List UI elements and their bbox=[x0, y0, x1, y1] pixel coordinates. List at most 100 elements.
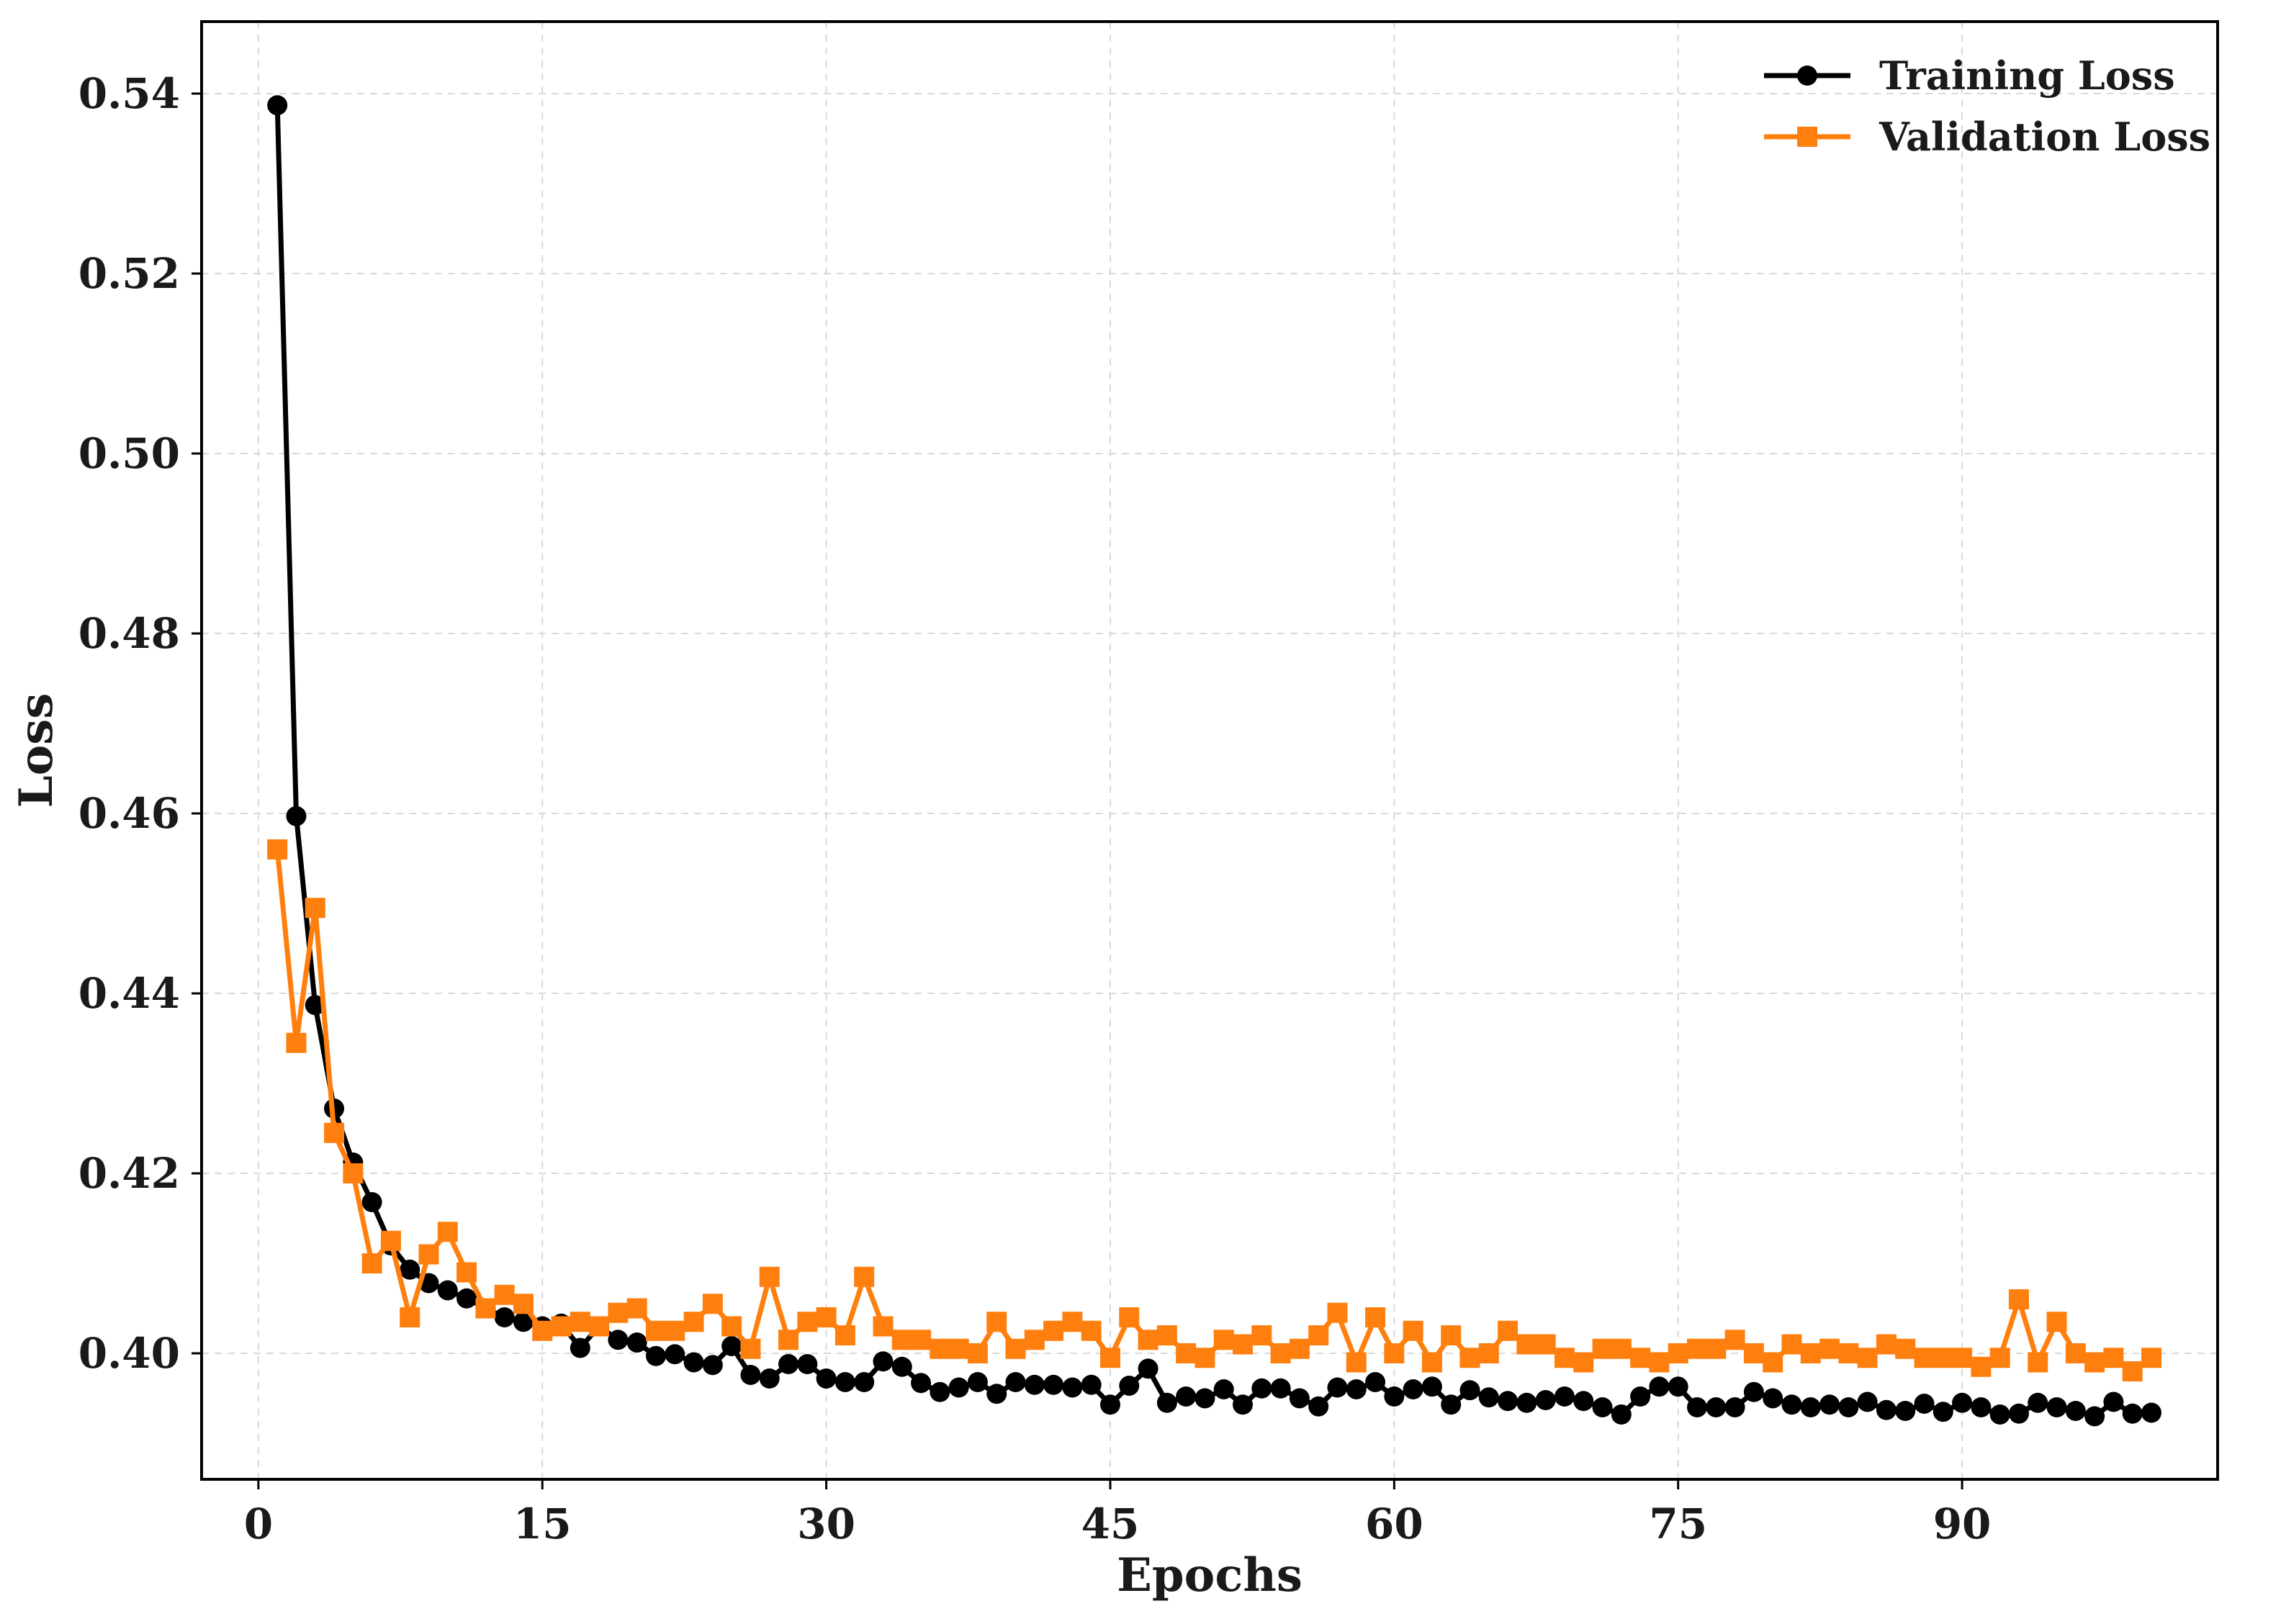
data-point bbox=[1176, 1386, 1197, 1407]
data-point bbox=[1251, 1378, 1272, 1399]
data-point bbox=[1895, 1401, 1916, 1421]
legend-entry-training: Training Loss bbox=[1764, 53, 2175, 99]
data-point bbox=[1233, 1394, 1254, 1415]
data-point bbox=[286, 806, 307, 826]
data-point bbox=[1005, 1338, 1026, 1359]
data-point bbox=[1743, 1381, 1764, 1402]
data-point bbox=[911, 1330, 932, 1350]
data-point bbox=[1365, 1372, 1386, 1392]
data-point bbox=[1384, 1386, 1405, 1407]
data-point bbox=[1800, 1397, 1821, 1417]
data-point bbox=[1043, 1374, 1064, 1395]
data-point bbox=[891, 1330, 912, 1350]
data-point bbox=[683, 1352, 704, 1373]
data-point bbox=[797, 1312, 818, 1332]
data-point bbox=[1024, 1374, 1045, 1395]
grid bbox=[202, 22, 2218, 1479]
data-point bbox=[1914, 1394, 1935, 1414]
data-point bbox=[494, 1284, 515, 1305]
data-point bbox=[1498, 1391, 1519, 1412]
data-point bbox=[608, 1302, 629, 1323]
data-point bbox=[1611, 1404, 1632, 1425]
data-point bbox=[1952, 1392, 1973, 1413]
data-point bbox=[286, 1032, 307, 1053]
data-point bbox=[1156, 1325, 1177, 1345]
plot-frame bbox=[200, 20, 2219, 1481]
data-point bbox=[948, 1377, 969, 1398]
data-point bbox=[1062, 1377, 1083, 1398]
data-point bbox=[1459, 1348, 1480, 1368]
data-point bbox=[456, 1288, 477, 1309]
data-point bbox=[380, 1230, 401, 1251]
data-point bbox=[1195, 1348, 1215, 1368]
data-point bbox=[1763, 1388, 1783, 1409]
data-point bbox=[1213, 1330, 1234, 1350]
data-point bbox=[1649, 1376, 1670, 1397]
data-point bbox=[645, 1345, 666, 1366]
data-point bbox=[702, 1355, 723, 1376]
data-point bbox=[891, 1356, 912, 1377]
data-point bbox=[911, 1373, 932, 1394]
data-point bbox=[778, 1330, 799, 1350]
data-point bbox=[1724, 1330, 1745, 1350]
data-point bbox=[1119, 1307, 1140, 1327]
data-point bbox=[721, 1336, 742, 1356]
data-point bbox=[1933, 1402, 1953, 1422]
data-point bbox=[1233, 1334, 1254, 1355]
data-point bbox=[494, 1307, 515, 1327]
data-point bbox=[324, 1122, 345, 1143]
data-point bbox=[1819, 1394, 1840, 1415]
y-tick-label: 0.50 bbox=[78, 429, 180, 478]
data-point bbox=[2103, 1348, 2124, 1368]
data-point bbox=[1706, 1397, 1727, 1417]
x-tick-label: 30 bbox=[797, 1499, 855, 1548]
data-point bbox=[361, 1192, 382, 1212]
data-point bbox=[570, 1337, 590, 1358]
legend-entry-validation: Validation Loss bbox=[1764, 114, 2210, 160]
data-point bbox=[2122, 1403, 2143, 1424]
series-layer bbox=[267, 95, 2161, 1427]
data-point bbox=[1346, 1379, 1367, 1399]
data-point bbox=[513, 1294, 534, 1314]
data-point bbox=[1327, 1302, 1348, 1323]
data-point bbox=[1971, 1397, 1992, 1417]
data-point bbox=[1668, 1376, 1688, 1397]
data-point bbox=[816, 1307, 837, 1327]
data-point bbox=[1763, 1352, 1783, 1373]
data-point bbox=[1971, 1356, 1992, 1377]
data-point bbox=[1403, 1379, 1423, 1399]
data-point bbox=[513, 1312, 534, 1332]
data-point bbox=[683, 1312, 704, 1332]
data-point bbox=[873, 1351, 894, 1372]
data-point bbox=[986, 1312, 1007, 1332]
data-point bbox=[343, 1163, 364, 1183]
data-point bbox=[1346, 1352, 1367, 1373]
data-point bbox=[2008, 1289, 2029, 1309]
data-point bbox=[2028, 1352, 2048, 1373]
data-point bbox=[305, 995, 325, 1016]
data-point bbox=[608, 1330, 629, 1350]
data-point bbox=[1270, 1378, 1291, 1399]
data-point bbox=[1005, 1372, 1026, 1392]
data-point bbox=[1327, 1377, 1348, 1398]
data-point bbox=[1478, 1343, 1499, 1363]
data-point bbox=[1876, 1334, 1897, 1355]
data-point bbox=[1081, 1320, 1102, 1341]
data-point bbox=[1421, 1352, 1442, 1373]
data-point bbox=[570, 1312, 590, 1332]
data-point bbox=[665, 1320, 685, 1341]
data-point bbox=[1630, 1386, 1651, 1407]
legend-label-validation: Validation Loss bbox=[1879, 114, 2210, 160]
data-point bbox=[1649, 1352, 1670, 1373]
data-point bbox=[1800, 1343, 1821, 1363]
data-point bbox=[1876, 1399, 1897, 1420]
y-tick-label: 0.52 bbox=[78, 249, 180, 298]
data-point bbox=[1781, 1334, 1802, 1355]
data-point bbox=[1138, 1330, 1159, 1350]
data-point bbox=[437, 1280, 458, 1301]
data-point bbox=[1043, 1320, 1064, 1341]
y-tick-label: 0.48 bbox=[78, 609, 180, 658]
x-tick-label: 45 bbox=[1081, 1499, 1140, 1548]
